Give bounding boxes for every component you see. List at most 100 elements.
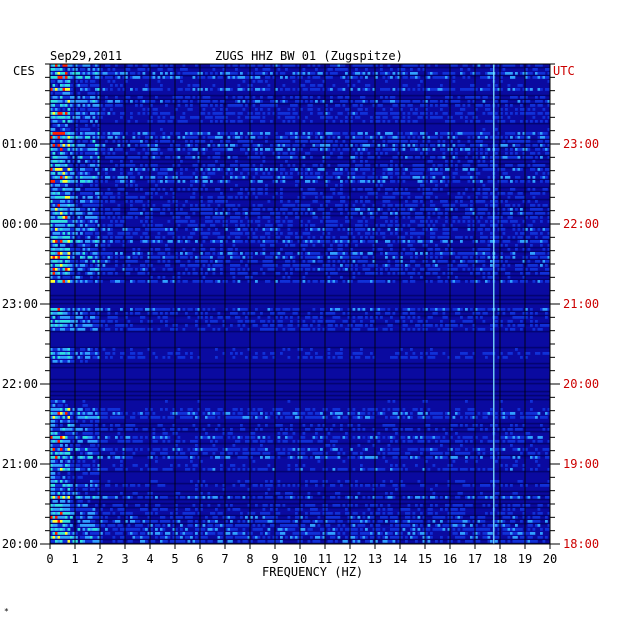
spectrogram-cell [170, 228, 173, 231]
spectrogram-cell [415, 168, 418, 171]
spectrogram-cell [490, 180, 493, 183]
spectrogram-cell [380, 216, 383, 219]
spectrogram-cell [215, 120, 218, 123]
spectrogram-cell [495, 260, 498, 263]
spectrogram-cell [180, 208, 183, 211]
spectrogram-cell [277, 156, 281, 159]
spectrogram-cell [202, 100, 206, 103]
spectrogram-cell [437, 140, 441, 143]
spectrogram-cell [477, 212, 481, 215]
spectrogram-cell [495, 204, 498, 207]
spectrogram-cell [85, 180, 88, 183]
spectrogram-cell [362, 256, 366, 259]
spectrogram-cell [165, 244, 168, 247]
spectrogram-cell [157, 172, 161, 175]
spectrogram-cell [462, 264, 466, 267]
spectrogram-cell [472, 188, 476, 191]
spectrogram-cell [142, 88, 146, 91]
spectrogram-cell [245, 76, 248, 79]
spectrogram-cell [107, 228, 111, 231]
spectrogram-cell [147, 256, 151, 259]
spectrogram-cell [102, 268, 106, 271]
spectrogram-cell [390, 108, 393, 111]
spectrogram-cell [455, 200, 458, 203]
spectrogram-cell [505, 132, 508, 135]
spectrogram-cell [65, 164, 68, 167]
spectrogram-cell [185, 72, 188, 75]
spectrogram-cell [262, 236, 266, 239]
spectrogram-cell [95, 168, 98, 171]
spectrogram-cell [107, 268, 111, 271]
spectrogram-cell [395, 212, 398, 215]
spectrogram-cell [50, 188, 53, 191]
spectrogram-cell [370, 144, 373, 147]
spectrogram-cell [352, 140, 356, 143]
spectrogram-cell [160, 84, 163, 87]
spectrogram-cell [55, 240, 58, 243]
spectrogram-cell [215, 72, 218, 75]
spectrogram-cell [455, 132, 458, 135]
spectrogram-cell [207, 116, 211, 119]
spectrogram-cell [307, 132, 311, 135]
spectrogram-cell [412, 88, 416, 91]
spectrogram-cell [267, 224, 271, 227]
spectrogram-cell [402, 100, 406, 103]
spectrogram-cell [102, 148, 106, 151]
spectrogram-cell [150, 188, 153, 191]
spectrogram-cell [177, 224, 181, 227]
spectrogram-cell [87, 240, 91, 243]
spectrogram-cell [50, 132, 53, 135]
spectrogram-cell [390, 164, 393, 167]
spectrogram-cell [535, 260, 538, 263]
spectrogram-cell [420, 144, 423, 147]
spectrogram-cell [52, 236, 56, 239]
spectrogram-cell [430, 192, 433, 195]
spectrogram-cell [312, 228, 316, 231]
spectrogram-cell [400, 212, 403, 215]
spectrogram-cell [82, 252, 86, 255]
spectrogram-cell [172, 196, 176, 199]
spectrogram-cell [357, 116, 361, 119]
spectrogram-cell [52, 84, 56, 87]
spectrogram-cell [515, 248, 518, 251]
spectrogram-cell [187, 260, 191, 263]
spectrogram-cell [485, 64, 488, 67]
spectrogram-cell [182, 204, 186, 207]
spectrogram-cell [217, 148, 221, 151]
spectrogram-cell [490, 260, 493, 263]
spectrogram-cell [252, 144, 256, 147]
spectrogram-cell [57, 252, 61, 255]
spectrogram-cell [145, 260, 148, 263]
spectrogram-cell [322, 116, 326, 119]
spectrogram-cell [407, 116, 411, 119]
spectrogram-cell [402, 240, 406, 243]
spectrogram-cell [442, 104, 446, 107]
spectrogram-cell [265, 168, 268, 171]
spectrogram-cell [547, 180, 550, 183]
spectrogram-cell [72, 148, 76, 151]
spectrogram-cell [410, 64, 413, 67]
spectrogram-cell [87, 192, 91, 195]
spectrogram-cell [57, 64, 61, 67]
spectrogram-cell [427, 192, 431, 195]
spectrogram-cell [515, 72, 518, 75]
spectrogram-cell [482, 260, 486, 263]
spectrogram-cell [462, 164, 466, 167]
spectrogram-cell [427, 64, 431, 67]
spectrogram-cell [352, 148, 356, 151]
spectrogram-cell [362, 216, 366, 219]
spectrogram-cell [80, 168, 83, 171]
spectrogram-cell [392, 208, 396, 211]
spectrogram-cell [107, 208, 111, 211]
spectrogram-cell [67, 200, 71, 203]
spectrogram-cell [75, 84, 78, 87]
spectrogram-cell [527, 236, 531, 239]
spectrogram-cell [445, 100, 448, 103]
spectrogram-cell [460, 88, 463, 91]
spectrogram-cell [95, 148, 98, 151]
spectrogram-cell [95, 196, 98, 199]
spectrogram-cell [100, 200, 103, 203]
spectrogram-cell [547, 140, 550, 143]
spectrogram-cell [405, 232, 408, 235]
spectrogram-cell [322, 212, 326, 215]
